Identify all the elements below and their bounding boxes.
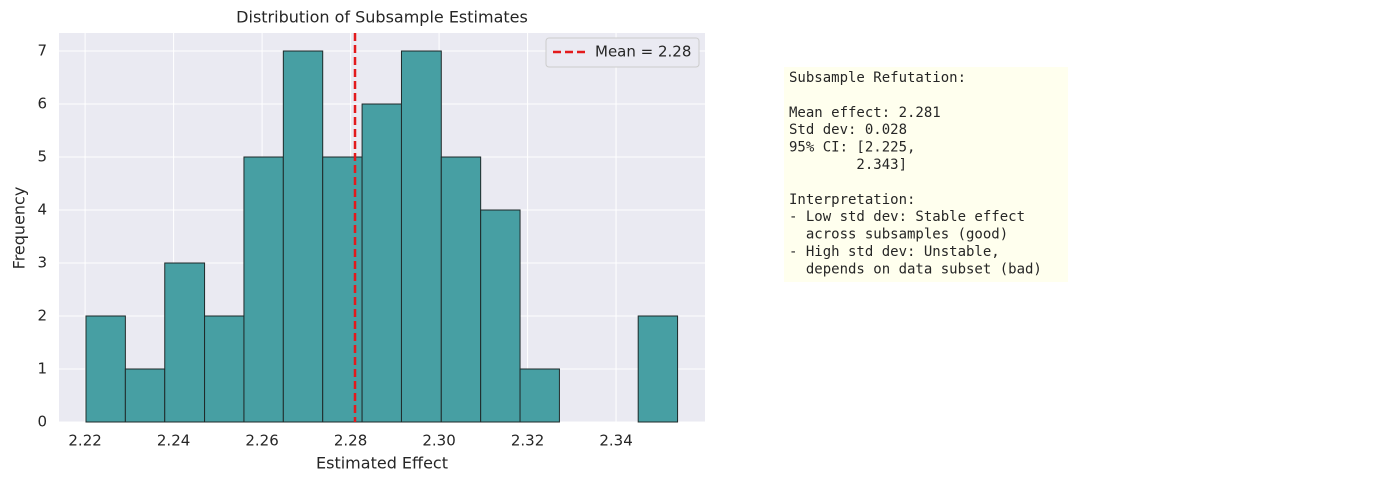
bar: [164, 262, 206, 423]
y-tick-label: 2: [37, 307, 47, 325]
bar: [85, 315, 126, 423]
y-tick-label: 4: [37, 201, 47, 219]
y-tick-label: 6: [37, 95, 47, 113]
bar: [400, 50, 442, 423]
text-box-line: Std dev: 0.028: [789, 122, 907, 138]
bar: [282, 50, 324, 423]
legend-box: [545, 37, 700, 68]
text-box-line: 2.343]: [789, 157, 907, 173]
y-axis-label: Frequency: [10, 187, 29, 270]
y-tick-label: 3: [37, 254, 47, 272]
text-box-line: depends on data subset (bad): [789, 261, 1042, 277]
text-box-line: 95% CI: [2.225,: [789, 140, 915, 156]
x-tick-label: 2.30: [422, 432, 455, 450]
y-tick-label: 0: [37, 413, 47, 431]
text-box-line: Subsample Refutation:: [789, 70, 966, 86]
x-tick-label: 2.34: [599, 432, 632, 450]
y-tick-label: 7: [37, 42, 47, 60]
bar: [519, 368, 560, 423]
x-axis-label: Estimated Effect: [316, 454, 448, 473]
text-box-line: Interpretation:: [789, 192, 915, 208]
bar: [480, 209, 521, 423]
x-tick-label: 2.22: [68, 432, 101, 450]
text-box-line: - High std dev: Unstable,: [789, 244, 1000, 260]
chart-title: Distribution of Subsample Estimates: [236, 8, 528, 27]
bar: [361, 103, 402, 423]
bar: [124, 368, 166, 423]
text-box-line: Mean effect: 2.281: [789, 105, 941, 121]
text-box-line: across subsamples (good): [789, 227, 1008, 243]
x-tick-label: 2.32: [511, 432, 544, 450]
x-tick-label: 2.26: [245, 432, 278, 450]
bar: [243, 156, 284, 423]
x-tick-label: 2.28: [334, 432, 367, 450]
y-tick-label: 1: [37, 360, 47, 378]
bar: [440, 156, 482, 423]
text-box: [784, 67, 1068, 282]
x-tick-label: 2.24: [157, 432, 190, 450]
bar: [204, 315, 245, 423]
text-box-line: - Low std dev: Stable effect: [789, 209, 1025, 225]
y-tick-label: 5: [37, 148, 47, 166]
legend-label: Mean = 2.28: [595, 43, 691, 61]
bar: [637, 315, 679, 423]
